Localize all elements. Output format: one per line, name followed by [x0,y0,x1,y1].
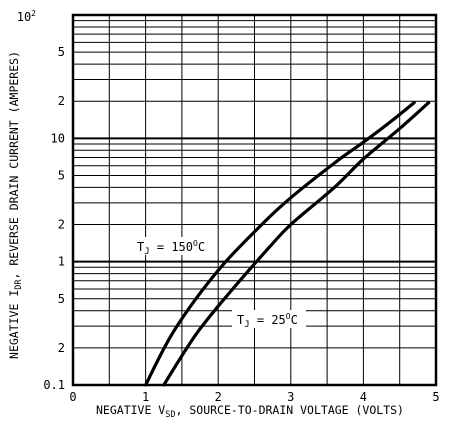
plot-frame-layer [71,13,438,387]
x-tick-label: 3 [287,390,294,404]
y-tick-label: 2 [58,341,65,355]
series-label-tj25-bg [232,310,306,328]
y-top-tick-label: 102 [17,9,36,24]
series-label-tj25-text: TJ = 25OC [237,312,298,330]
y-tick-label: 1 [58,255,65,269]
x-tick-label: 5 [432,390,439,404]
y-tick-label: 5 [58,292,65,306]
tick-labels: 0 1 2 3 4 5 0.1 2 5 1 2 5 10 2 5 [43,45,439,404]
y-tick-label: 5 [58,45,65,59]
x-axis-label: NEGATIVE VSD, SOURCE-TO-DRAIN VOLTAGE (V… [96,403,404,420]
series-label-tj150-text: TJ = 150OC [137,239,205,257]
y-axis-label: NEGATIVE IDR, REVERSE DRAIN CURRENT (AMP… [7,51,24,359]
series-line-tj25 [162,101,431,387]
y-tick-label: 0.1 [43,378,65,392]
y-tick-label: 2 [58,218,65,232]
series-label-tj25: TJ = 25OC [232,310,306,330]
y-tick-label: 2 [58,94,65,108]
x-tick-label: 2 [215,390,222,404]
series-label-tj150-bg [132,237,212,255]
grid [73,15,436,385]
series-layer [144,101,431,387]
x-tick-label: 4 [360,390,367,404]
series-line-tj150 [144,101,416,387]
x-tick-label: 0 [69,390,76,404]
y-tick-label: 10 [51,131,65,145]
plot-frame [71,13,438,387]
series-label-tj150: TJ = 150OC [132,237,212,257]
y-tick-label: 5 [58,168,65,182]
x-tick-label: 1 [142,390,149,404]
